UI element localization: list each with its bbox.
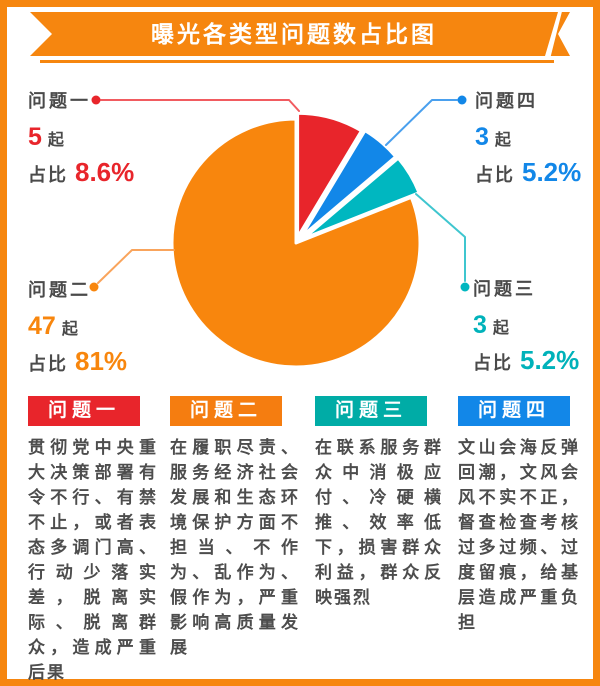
connector-dot-q4: [457, 95, 467, 105]
callout-q1-count: 5: [28, 123, 42, 151]
callout-q3-pct: 5.2%: [520, 345, 580, 375]
callout-q1-pct-prefix: 占比: [28, 165, 68, 185]
callout-q1-label: 问题一: [28, 91, 91, 111]
column-3-header: 问题三: [315, 396, 427, 426]
callout-q3-unit: 起: [492, 320, 509, 337]
connector-dot-q2: [89, 282, 99, 292]
callout-q2: 问题二 47 起 占比 81%: [28, 276, 127, 377]
callout-q4-count: 3: [475, 123, 489, 151]
callout-q1-unit: 起: [47, 132, 64, 149]
ribbon-underline: [40, 60, 554, 63]
callout-q2-pct-row: 占比 81%: [28, 346, 127, 377]
problem-column-2: 问题二 在履职尽责、服务经济社会发展和生态环境保护方面不担当、不作为、乱作为、假…: [170, 396, 300, 660]
callout-q4-pct: 5.2%: [522, 157, 582, 187]
callout-q2-count-row: 47 起: [28, 312, 127, 341]
callout-q2-pct-prefix: 占比: [28, 354, 68, 374]
callout-q2-label: 问题二: [28, 280, 91, 300]
column-2-header: 问题二: [170, 396, 282, 426]
connector-dot-q3: [460, 282, 470, 292]
connector-line-q1: [100, 99, 300, 112]
callout-q1-pct-row: 占比 8.6%: [28, 157, 134, 188]
callout-q2-pct: 81%: [75, 346, 128, 376]
page-title: 曝光各类型问题数占比图: [151, 21, 437, 47]
pie-slice-问题四: [299, 129, 398, 239]
pie-slice-问题三: [302, 156, 421, 240]
column-3-text: 在联系服务群众中消极应付、冷硬横推、效率低下，损害群众利益，群众反映强烈: [315, 438, 443, 607]
column-4-header: 问题四: [458, 396, 570, 426]
callout-q4-pct-row: 占比 5.2%: [475, 157, 581, 188]
column-4-text: 文山会海反弹回潮，文风会风不实不正，督查检查考核过多过频、过度留痕，给基层造成严…: [458, 438, 580, 632]
connector-line-q4: [385, 99, 458, 146]
callout-q4-label: 问题四: [475, 91, 538, 111]
pie-slice-问题一: [296, 111, 363, 239]
callout-q3-count: 3: [473, 311, 487, 339]
callout-q3-pct-prefix: 占比: [473, 353, 513, 373]
connector-line-q2: [97, 249, 175, 284]
callout-q1-pct: 8.6%: [75, 157, 135, 187]
connector-line-q3: [415, 193, 466, 282]
callout-q3-label: 问题三: [473, 279, 536, 299]
problem-column-1: 问题一 贯彻党中央重大决策部署有令不行、有禁不止，或者表态多调门高、行动少落实差…: [28, 396, 158, 685]
callout-q2-unit: 起: [61, 321, 78, 338]
callout-q3-pct-row: 占比 5.2%: [473, 345, 579, 376]
connector-dot-q1: [91, 95, 101, 105]
column-2-text: 在履职尽责、服务经济社会发展和生态环境保护方面不担当、不作为、乱作为、假作为，严…: [170, 438, 300, 657]
problem-column-3: 问题三 在联系服务群众中消极应付、冷硬横推、效率低下，损害群众利益，群众反映强烈: [315, 396, 443, 610]
callout-q2-count: 47: [28, 312, 56, 340]
title-ribbon: 曝光各类型问题数占比图: [30, 12, 558, 56]
pie-slices: [170, 111, 422, 369]
callout-q4-pct-prefix: 占比: [475, 165, 515, 185]
column-1-text: 贯彻党中央重大决策部署有令不行、有禁不止，或者表态多调门高、行动少落实差，脱离实…: [28, 438, 158, 682]
pie-slice-问题二: [170, 117, 422, 369]
column-1-header: 问题一: [28, 396, 140, 426]
problem-column-4: 问题四 文山会海反弹回潮，文风会风不实不正，督查检查考核过多过频、过度留痕，给基…: [458, 396, 580, 635]
callout-q4-unit: 起: [494, 132, 511, 149]
